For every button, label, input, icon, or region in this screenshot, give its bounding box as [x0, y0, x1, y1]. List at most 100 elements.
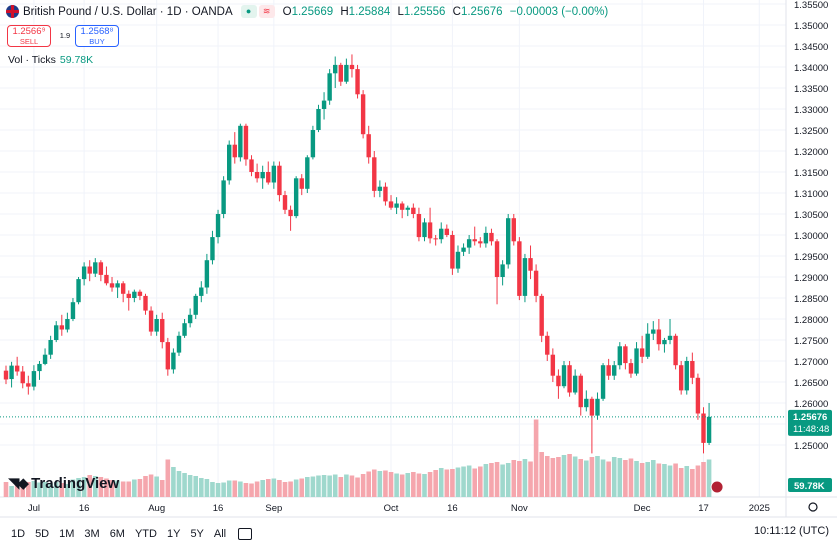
volume-bar — [159, 480, 165, 497]
candle-body — [439, 228, 444, 240]
tradingview-logo[interactable]: ◥◆ TradingView — [8, 474, 120, 493]
volume-bar — [550, 458, 556, 497]
volume-bar — [701, 462, 706, 497]
volume-bar — [606, 461, 611, 497]
candle-body — [227, 144, 232, 181]
buy-price: 1.2568⁸ — [80, 26, 114, 37]
sell-button[interactable]: 1.2566⁹ SELL — [7, 25, 51, 47]
volume-bar — [422, 474, 427, 497]
time-tick-label: 16 — [213, 503, 224, 514]
logo-text: TradingView — [31, 474, 120, 492]
candle-body — [416, 214, 422, 238]
timeframe-1d[interactable]: 1D — [11, 527, 26, 540]
volume-bar — [204, 479, 210, 497]
volume-bar — [533, 419, 539, 497]
price-tick-label: 1.32500 — [794, 126, 828, 137]
volume-bar — [673, 463, 678, 497]
price-tick-label: 1.29000 — [794, 273, 828, 284]
volume-bar — [494, 462, 500, 497]
sell-label: SELL — [19, 37, 39, 46]
volume-bar — [165, 459, 171, 497]
last-price-label: 1.25676 — [793, 412, 827, 423]
volume-bar — [92, 476, 98, 497]
buy-button[interactable]: 1.2568⁸ BUY — [75, 25, 119, 47]
volume-bar — [98, 477, 104, 497]
spread-value: 1.9 — [59, 31, 71, 40]
candle-body — [299, 178, 304, 189]
candle-body — [533, 270, 539, 296]
volume-bar — [561, 455, 567, 497]
candle-body — [612, 365, 617, 376]
candle-body — [210, 237, 215, 261]
close-label: C — [452, 5, 461, 18]
volume-bar — [427, 472, 433, 497]
volume-bar — [600, 459, 606, 497]
candle-body — [399, 203, 405, 210]
volume-bar — [511, 460, 517, 497]
candle-body — [26, 383, 31, 387]
candle-body — [37, 363, 42, 372]
volume-bar — [505, 463, 511, 497]
clock[interactable]: 10:11:12 (UTC) — [754, 525, 829, 537]
price-tick-label: 1.26500 — [794, 378, 828, 389]
volume-bar — [316, 475, 321, 497]
timeframe-ytd[interactable]: YTD — [134, 527, 157, 540]
change-value: −0.00003 (−0.00%) — [509, 5, 609, 18]
calendar-icon[interactable] — [238, 527, 253, 540]
candle-body — [461, 247, 466, 252]
ohlc-values: O1.25669 H1.25884 L1.25556 C1.25676 −0.0… — [283, 6, 613, 18]
candle-body — [489, 232, 494, 242]
volume-bar — [695, 465, 701, 497]
candle-body — [561, 365, 567, 387]
settings-icon[interactable] — [808, 502, 818, 512]
volume-bar — [344, 474, 349, 497]
volume-bar — [662, 464, 667, 497]
timeframe-1m[interactable]: 1M — [59, 527, 75, 540]
candle-body — [623, 346, 628, 364]
volume-bar — [578, 459, 584, 497]
candle-body — [494, 241, 500, 277]
candle-body — [701, 413, 706, 443]
candle-body — [232, 144, 237, 158]
low-value: 1.25556 — [403, 5, 446, 18]
symbol-title[interactable]: British Pound / U.S. Dollar · 1D · OANDA — [23, 5, 233, 18]
candle-body — [321, 100, 327, 109]
volume-legend[interactable]: Vol · Ticks 59.78K — [8, 54, 93, 66]
volume-value: 59.78K — [59, 54, 94, 66]
volume-bar — [572, 456, 578, 497]
candle-body — [310, 130, 316, 158]
volume-label: Vol · Ticks — [8, 54, 56, 66]
candle-body — [165, 342, 171, 370]
candle-body — [349, 64, 355, 70]
alert-icon[interactable]: ≋ — [258, 5, 275, 18]
time-tick-label: Aug — [148, 503, 165, 514]
volume-bar — [221, 482, 226, 497]
candle-body — [48, 340, 53, 355]
candle-body — [411, 207, 416, 214]
timeframe-6m[interactable]: 6M — [109, 527, 125, 540]
volume-bar — [394, 473, 399, 497]
volume-bar — [595, 456, 600, 497]
volume-bar — [226, 480, 232, 497]
volume-bar — [120, 481, 126, 497]
timeframe-3m[interactable]: 3M — [84, 527, 100, 540]
candle-body — [684, 361, 689, 391]
volume-bar — [466, 465, 472, 497]
volume-bar — [148, 474, 154, 497]
sell-price: 1.2566⁹ — [12, 26, 46, 37]
price-tick-label: 1.30000 — [794, 231, 828, 242]
candle-body — [344, 64, 349, 82]
volume-bar — [355, 477, 360, 497]
close-value: 1.25676 — [460, 5, 503, 18]
timeframe-5d[interactable]: 5D — [35, 527, 50, 540]
volume-bar — [282, 482, 288, 497]
market-status-icon[interactable]: ● — [240, 5, 257, 18]
candle-body — [556, 375, 561, 387]
timeframe-1y[interactable]: 1Y — [166, 527, 181, 540]
volume-bar — [450, 469, 455, 497]
timeframe-5y[interactable]: 5Y — [190, 527, 204, 540]
timeframe-all[interactable]: All — [213, 527, 227, 540]
volume-bar — [411, 472, 416, 497]
volume-bar — [171, 467, 176, 497]
